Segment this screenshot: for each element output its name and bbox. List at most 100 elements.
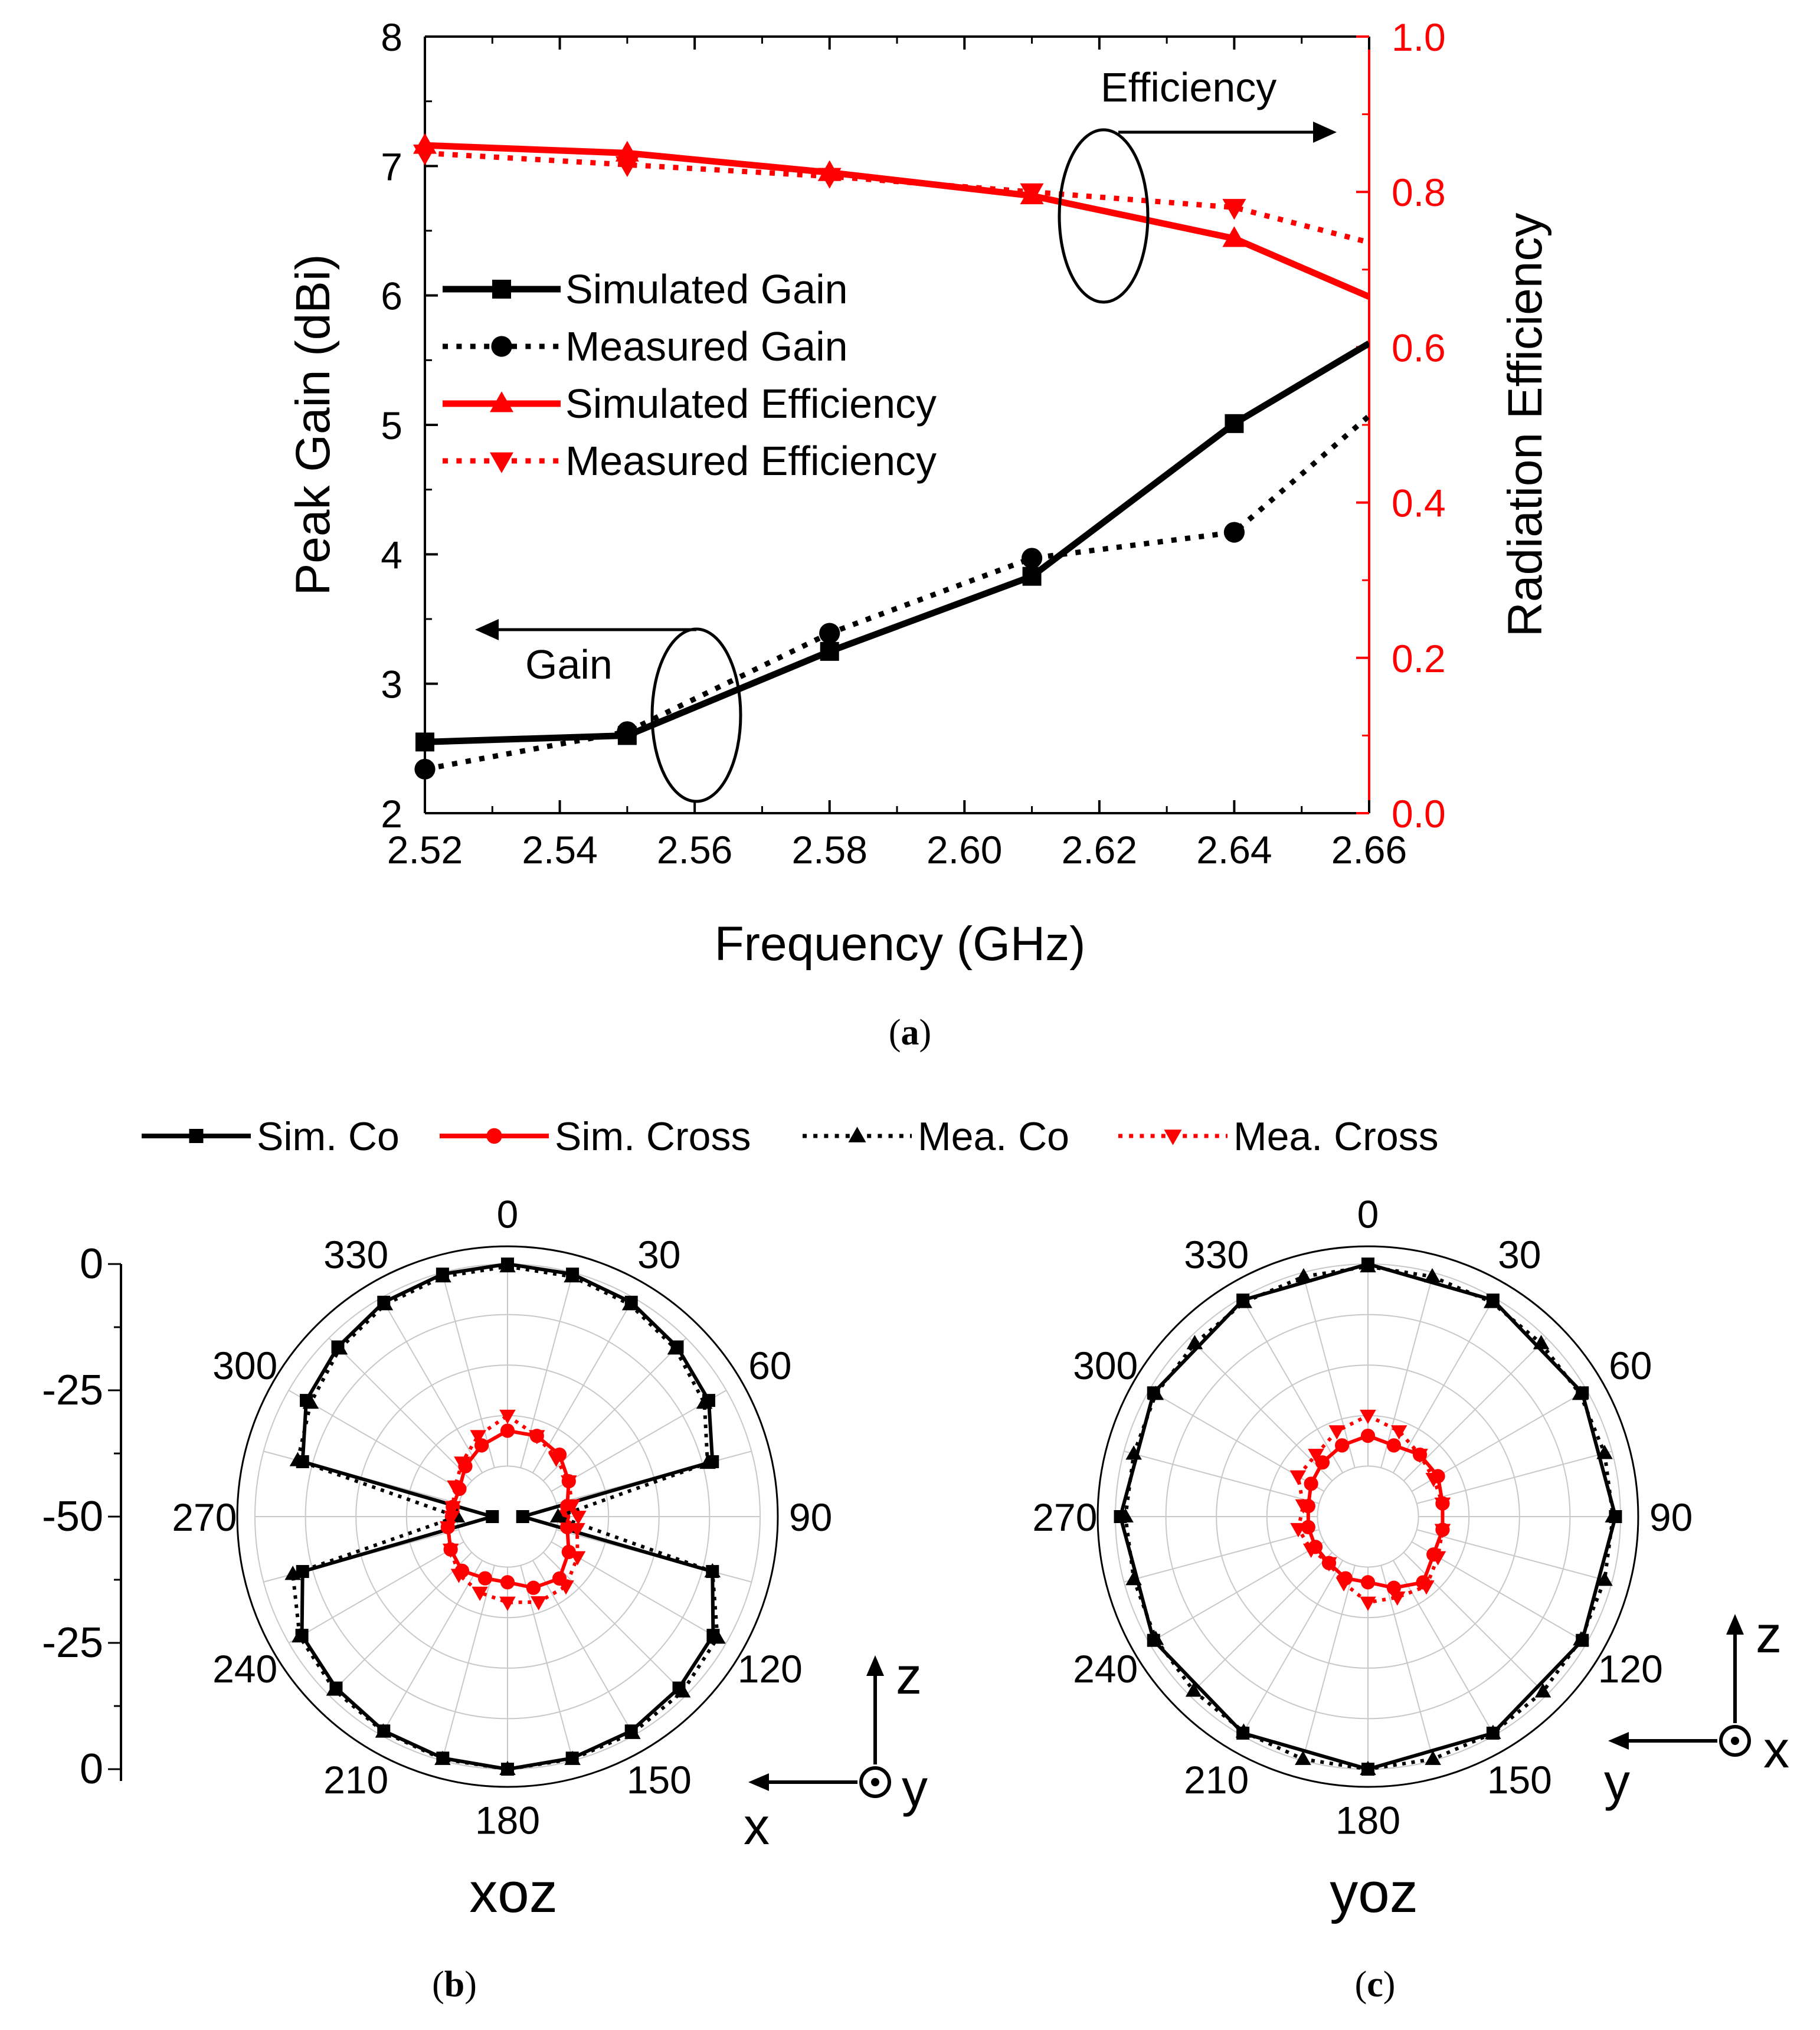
polar-grid-spoke	[1392, 1560, 1495, 1736]
caption-close: )	[919, 1013, 932, 1053]
efficiency-annotation: Efficiency	[1101, 64, 1276, 110]
polar-data-point	[1434, 1524, 1451, 1538]
angle-label: 330	[1184, 1233, 1249, 1276]
polar-data-point	[499, 1409, 516, 1425]
polar-data-point	[516, 1510, 529, 1523]
polar-grid-spoke	[1124, 1529, 1320, 1583]
polar-data-point	[548, 1452, 565, 1467]
polar-data-point	[1360, 1596, 1376, 1611]
series-line-2	[425, 142, 1369, 300]
polar-grid-spoke	[532, 1560, 634, 1736]
polar-data-point	[1434, 1497, 1451, 1512]
angle-label: 150	[627, 1758, 692, 1802]
angle-label: 240	[212, 1647, 277, 1691]
polar-data-point	[1302, 1543, 1320, 1558]
radial-scale-label: -25	[42, 1367, 103, 1414]
polar-data-point	[621, 1296, 639, 1311]
series-line-0	[425, 340, 1369, 745]
polar-data-point	[564, 1750, 581, 1765]
caption-letter: c	[1367, 1964, 1383, 2005]
angle-label: 180	[475, 1799, 540, 1842]
angle-label: 210	[323, 1758, 388, 1802]
polar-data-point	[1125, 1571, 1142, 1586]
panel-a-chart: 2.52 2.54 2.56 2.58 2.60 2.62 2.64 2.66 2 3 4 5 6 7 8 0…	[286, 15, 1552, 971]
polar-grid-spoke	[1189, 1551, 1333, 1696]
polar-data-point	[500, 1575, 515, 1590]
angle-label: 90	[1649, 1495, 1693, 1539]
legend-marker	[492, 280, 511, 299]
polar-data-point	[1483, 1294, 1500, 1308]
polar-grid-spoke	[1403, 1337, 1547, 1482]
angle-label: 30	[637, 1233, 680, 1276]
angle-label: 60	[1609, 1344, 1652, 1387]
caption-close: )	[464, 1964, 477, 2005]
data-point	[1225, 414, 1244, 433]
polar-data-point	[1360, 1258, 1376, 1273]
coord-out-label: x	[1763, 1720, 1789, 1779]
polar-data-point	[1334, 1438, 1350, 1453]
polar-grid-spoke	[1403, 1551, 1547, 1696]
polar-grid-spoke	[288, 1541, 464, 1643]
polar-data-point	[326, 1681, 343, 1696]
data-point	[819, 623, 840, 644]
polar-grid-spoke	[441, 1565, 495, 1761]
coord-left-label: x	[744, 1797, 770, 1855]
radial-scale-label: -25	[42, 1619, 103, 1666]
polar-data-point	[442, 1543, 459, 1558]
polar-legend-marker	[1164, 1129, 1182, 1145]
polar-data-point	[284, 1566, 301, 1580]
polar-grid-spoke	[328, 1337, 473, 1482]
gain-arrow-head	[475, 619, 499, 640]
polar-data-point	[450, 1569, 467, 1583]
polar-data-point	[472, 1586, 488, 1602]
series-line-3	[425, 150, 1369, 245]
polar-data-point	[470, 1430, 486, 1445]
polar-data-point	[1147, 1386, 1164, 1400]
polar-data-point	[561, 1475, 577, 1490]
polar-data-point	[1412, 1449, 1428, 1463]
polar-data-point	[1295, 1268, 1312, 1283]
polar-data-point	[1235, 1723, 1252, 1738]
polar-grid-spoke	[1148, 1541, 1325, 1643]
data-point	[820, 641, 839, 661]
caption-letter: b	[444, 1964, 464, 2005]
coord-left-arrow	[748, 1773, 769, 1791]
panel-c-caption: (c)	[1355, 1964, 1396, 2005]
polar-data-point	[435, 1268, 451, 1283]
polar-legend: Sim. Co Sim. Cross Mea. Co Mea. Cross	[142, 1114, 1439, 1159]
polar-grid-spoke	[328, 1551, 473, 1696]
y-tick-label: 7	[381, 145, 402, 188]
polar-data-point	[1360, 1428, 1376, 1443]
polar-data-point	[1573, 1631, 1589, 1646]
polar-grid-spoke	[520, 1272, 574, 1468]
polar-data-point	[526, 1580, 541, 1595]
polar-data-point	[499, 1760, 516, 1775]
x-tick-label: 2.66	[1331, 828, 1407, 872]
polar-data-point	[529, 1430, 545, 1445]
angle-label: 270	[172, 1495, 237, 1539]
polar-data-point	[454, 1456, 470, 1471]
plane-label: xoz	[469, 1861, 557, 1924]
data-point	[414, 758, 436, 780]
legend-marker	[490, 452, 513, 473]
panel-b-caption: (b)	[432, 1964, 477, 2005]
polar-data-point	[564, 1499, 581, 1514]
angle-label: 300	[1073, 1344, 1138, 1387]
polar-grid-circle	[456, 1465, 559, 1568]
panel-a-caption: (a)	[889, 1013, 931, 1053]
coord-out-label: y	[902, 1759, 928, 1817]
polar-data-point	[704, 1563, 721, 1577]
polar-data-point	[331, 1340, 348, 1355]
polar-data-point	[447, 1480, 463, 1495]
polar-data-point	[674, 1683, 691, 1698]
x-tick-label: 2.58	[791, 828, 867, 872]
polar-data-point	[570, 1511, 587, 1525]
coord-out-circle	[1719, 1725, 1751, 1757]
polar-legend-label: Sim. Cross	[555, 1114, 751, 1159]
y2-tick-label: 0.4	[1392, 482, 1446, 525]
polar-data-point	[549, 1508, 567, 1523]
legend-label: Simulated Efficiency	[565, 381, 937, 427]
coord-left-label: y	[1604, 1753, 1630, 1811]
polar-data-point	[499, 1258, 516, 1273]
angle-label: 270	[1032, 1495, 1097, 1539]
